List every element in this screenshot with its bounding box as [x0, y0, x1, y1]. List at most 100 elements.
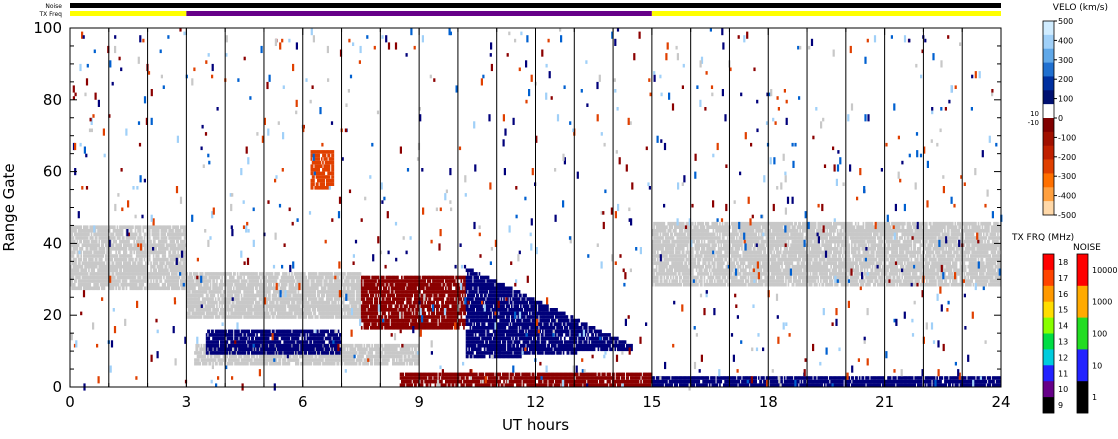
scatter-cell — [181, 239, 183, 244]
scatter-cell — [82, 257, 85, 262]
scatter-cell — [804, 282, 807, 287]
scatter-cell — [715, 268, 717, 273]
scatter-cell — [174, 254, 177, 258]
scatter-cell — [154, 272, 156, 276]
scatter-cell — [734, 247, 737, 251]
scatter-cell — [854, 261, 857, 265]
scatter-cell — [914, 254, 917, 258]
scatter-cell — [801, 232, 804, 237]
scatter-cell — [807, 272, 809, 276]
scatter-cell — [697, 236, 699, 240]
scatter-cell — [726, 232, 729, 237]
scatter-cell — [654, 257, 657, 262]
scatter-cell — [98, 232, 101, 237]
scatter-cell — [739, 257, 742, 262]
scatter-cell — [108, 264, 111, 269]
scatter-cell — [71, 279, 73, 283]
scatter-cell — [779, 257, 782, 262]
scatter-cell — [97, 275, 99, 280]
scatter-cell — [748, 229, 751, 233]
scatter-cell — [760, 257, 763, 262]
scatter-cell — [798, 232, 800, 237]
scatter-cell — [104, 232, 107, 237]
scatter-cell — [847, 236, 849, 240]
scatter-cell — [717, 247, 720, 251]
scatter-cell — [664, 236, 667, 240]
scatter-cell — [141, 257, 143, 262]
scatter-cell — [110, 236, 112, 240]
scatter-cell — [703, 232, 706, 237]
scatter-cell — [848, 221, 851, 226]
scatter-cell — [721, 261, 724, 265]
scatter-cell — [750, 257, 752, 262]
scatter-cell — [684, 229, 686, 233]
scatter-cell — [812, 243, 814, 247]
scatter-cell — [163, 254, 165, 258]
scatter-cell — [820, 261, 822, 265]
scatter-cell — [761, 247, 764, 251]
scatter-cell — [777, 243, 779, 247]
scatter-cell — [174, 236, 177, 240]
scatter-cell — [70, 279, 72, 283]
scatter-cell — [773, 264, 776, 269]
scatter-cell — [137, 272, 139, 276]
scatter-cell — [692, 272, 694, 276]
scatter-cell — [181, 286, 183, 291]
scatter-cell — [951, 221, 954, 226]
scatter-cell — [169, 275, 172, 280]
scatter-cell — [112, 272, 115, 276]
scatter-cell — [738, 236, 741, 240]
scatter-cell — [838, 257, 840, 262]
scatter-cell — [772, 247, 774, 251]
scatter-cell — [830, 261, 832, 265]
scatter-cell — [933, 254, 936, 258]
scatter-cell — [176, 229, 178, 233]
scatter-cell — [730, 221, 733, 226]
scatter-cell — [168, 282, 170, 287]
scatter-cell — [726, 268, 729, 273]
scatter-cell — [80, 272, 82, 276]
scatter-cell — [679, 279, 681, 283]
scatter-cell — [920, 225, 923, 229]
scatter-cell — [847, 247, 849, 251]
scatter-cell — [655, 272, 658, 276]
scatter-cell — [707, 257, 710, 262]
scatter-cell — [759, 221, 761, 226]
scatter-cell — [111, 268, 114, 273]
scatter-cell — [104, 279, 107, 283]
scatter-cell — [681, 254, 684, 258]
scatter-cell — [755, 275, 757, 280]
scatter-cell — [804, 229, 807, 233]
scatter-cell — [723, 229, 725, 233]
scatter-cell — [120, 282, 123, 287]
scatter-cell — [86, 282, 89, 287]
scatter-cell — [717, 225, 720, 229]
scatter-cell — [143, 272, 146, 276]
scatter-cell — [138, 264, 141, 269]
scatter-cell — [769, 229, 772, 233]
scatter-cell — [847, 275, 849, 280]
scatter-cell — [755, 239, 757, 244]
scatter-cell — [688, 279, 690, 283]
scatter-cell — [807, 229, 809, 233]
scatter-cell — [821, 257, 823, 262]
scatter-cell — [717, 261, 720, 265]
scatter-cell — [116, 282, 119, 287]
scatter-cell — [759, 247, 761, 251]
scatter-cell — [746, 243, 748, 247]
scatter-cell — [86, 254, 89, 258]
scatter-cell — [796, 264, 799, 269]
scatter-cell — [776, 261, 778, 265]
scatter-cell — [857, 221, 860, 226]
scatter-cell — [765, 221, 768, 226]
scatter-cell — [782, 250, 785, 255]
scatter-cell — [739, 236, 742, 240]
scatter-cell — [160, 272, 163, 276]
scatter-cell — [157, 247, 160, 251]
scatter-cell — [173, 225, 176, 229]
scatter-cell — [910, 243, 913, 247]
scatter-cell — [159, 261, 161, 265]
scatter-cell — [115, 268, 117, 273]
scatter-cell — [774, 282, 777, 287]
scatter-cell — [713, 257, 716, 262]
